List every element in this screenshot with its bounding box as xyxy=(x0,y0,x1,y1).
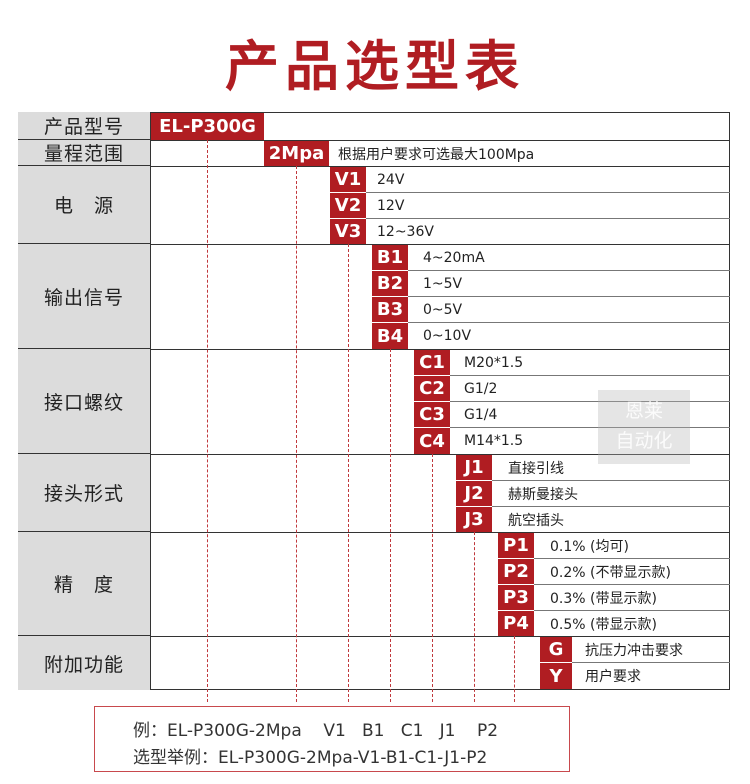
desc-output-2: 1~5V xyxy=(423,275,463,292)
guide-line-connector xyxy=(474,532,475,702)
code-thread-3: C3 xyxy=(414,402,450,427)
sub-divider xyxy=(366,218,730,219)
page-title: 产品选型表 xyxy=(225,35,525,98)
row-divider xyxy=(151,454,730,455)
desc-accuracy-1: 0.1% (均可) xyxy=(550,538,629,555)
desc-accuracy-2: 0.2% (不带显示款) xyxy=(550,564,671,581)
code-accuracy-2: P2 xyxy=(498,559,534,584)
desc-output-3: 0~5V xyxy=(423,301,463,318)
desc-range: 根据用户要求可选最大100Mpa xyxy=(338,146,535,163)
sub-divider xyxy=(572,662,730,663)
code-connector-3: J3 xyxy=(456,507,492,532)
guide-line-thread xyxy=(432,454,433,702)
code-extra-2: Y xyxy=(540,663,572,689)
label-accuracy: 精 度 xyxy=(18,532,151,636)
watermark-line1: 恩莱 xyxy=(624,400,663,422)
code-power-2: V2 xyxy=(330,193,366,218)
guide-line-output xyxy=(390,349,391,702)
label-power: 电 源 xyxy=(18,166,151,244)
row-divider xyxy=(151,166,730,167)
guide-line-model xyxy=(207,140,208,702)
sub-divider xyxy=(450,401,730,402)
sub-divider xyxy=(492,480,730,481)
desc-connector-2: 赫斯曼接头 xyxy=(508,486,578,503)
desc-connector-1: 直接引线 xyxy=(508,460,564,477)
code-thread-1: C1 xyxy=(414,350,450,375)
sub-divider xyxy=(492,506,730,507)
desc-connector-3: 航空插头 xyxy=(508,512,564,529)
desc-accuracy-3: 0.3% (带显示款) xyxy=(550,590,657,607)
desc-thread-3: G1/4 xyxy=(464,406,498,423)
code-extra-1: G xyxy=(540,637,572,662)
row-divider xyxy=(151,532,730,533)
desc-accuracy-4: 0.5% (带显示款) xyxy=(550,616,657,633)
code-thread-2: C2 xyxy=(414,376,450,401)
code-output-2: B2 xyxy=(372,271,408,296)
sub-divider xyxy=(534,558,730,559)
code-connector-2: J2 xyxy=(456,481,492,506)
sub-divider xyxy=(534,584,730,585)
row-divider xyxy=(151,140,730,141)
desc-output-4: 0~10V xyxy=(423,328,472,344)
sub-divider xyxy=(450,375,730,376)
code-accuracy-4: P4 xyxy=(498,611,534,636)
example-full-code: 选型举例：EL-P300G-2Mpa-V1-B1-C1-J1-P2 xyxy=(133,748,488,768)
watermark-line2: 自动化 xyxy=(615,430,673,452)
code-output-3: B3 xyxy=(372,297,408,322)
guide-line-power xyxy=(348,244,349,702)
sub-divider xyxy=(534,610,730,611)
sub-divider xyxy=(450,427,730,428)
label-output: 输出信号 xyxy=(18,244,151,349)
desc-thread-4: M14*1.5 xyxy=(464,433,524,449)
desc-thread-2: G1/2 xyxy=(464,380,498,397)
code-output-1: B1 xyxy=(372,245,408,270)
sub-divider xyxy=(408,270,730,271)
desc-extra-1: 抗压力冲击要求 xyxy=(585,642,683,659)
row-divider xyxy=(151,244,730,245)
row-divider xyxy=(151,636,730,637)
code-connector-1: J1 xyxy=(456,455,492,480)
label-range: 量程范围 xyxy=(18,140,151,166)
label-thread: 接口螺纹 xyxy=(18,349,151,454)
code-range: 2Mpa xyxy=(264,141,329,166)
code-accuracy-3: P3 xyxy=(498,585,534,610)
example-line: 例：EL-P300G-2Mpa V1 B1 C1 J1 P2 xyxy=(133,721,499,741)
guide-line-accuracy xyxy=(514,636,515,702)
desc-power-3: 12~36V xyxy=(377,223,434,240)
code-output-4: B4 xyxy=(372,323,408,349)
code-power-1: V1 xyxy=(330,167,366,192)
label-connector: 接头形式 xyxy=(18,454,151,532)
label-extra: 附加功能 xyxy=(18,636,151,690)
desc-power-2: 12V xyxy=(377,197,405,214)
example-box: 例：EL-P300G-2Mpa V1 B1 C1 J1 P2 选型举例：EL-P… xyxy=(94,706,570,772)
watermark-logo: 恩莱 自动化 xyxy=(598,390,690,464)
desc-output-1: 4~20mA xyxy=(423,249,485,266)
desc-power-1: 24V xyxy=(377,171,405,188)
code-power-3: V3 xyxy=(330,219,366,244)
sub-divider xyxy=(408,296,730,297)
code-thread-4: C4 xyxy=(414,428,450,454)
desc-thread-1: M20*1.5 xyxy=(464,354,524,371)
sub-divider xyxy=(366,192,730,193)
code-accuracy-1: P1 xyxy=(498,533,534,558)
code-model: EL-P300G xyxy=(151,113,264,140)
row-divider xyxy=(151,349,730,350)
sub-divider xyxy=(408,322,730,323)
desc-extra-2: 用户要求 xyxy=(585,669,641,685)
label-model: 产品型号 xyxy=(18,112,151,140)
guide-line-range xyxy=(296,166,297,702)
